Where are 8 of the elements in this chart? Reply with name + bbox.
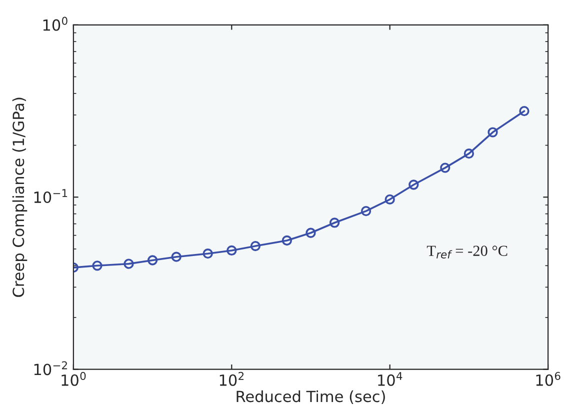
x-tick-label: 10$^{2}$ xyxy=(220,372,244,386)
x-tick-label: 10$^{6}$ xyxy=(536,372,560,386)
x-axis-title: Reduced Time (sec) xyxy=(236,390,385,404)
y-tick-label: 10$^{0}$ xyxy=(43,16,68,31)
y-axis-title: Creep Compliance (1/GPa) xyxy=(12,98,28,297)
annotation: T$_{ref}$ = -20 °C xyxy=(426,246,508,258)
y-tick-label: 10$^{−1}$ xyxy=(34,189,68,204)
x-tick-label: 10$^{4}$ xyxy=(378,372,402,386)
